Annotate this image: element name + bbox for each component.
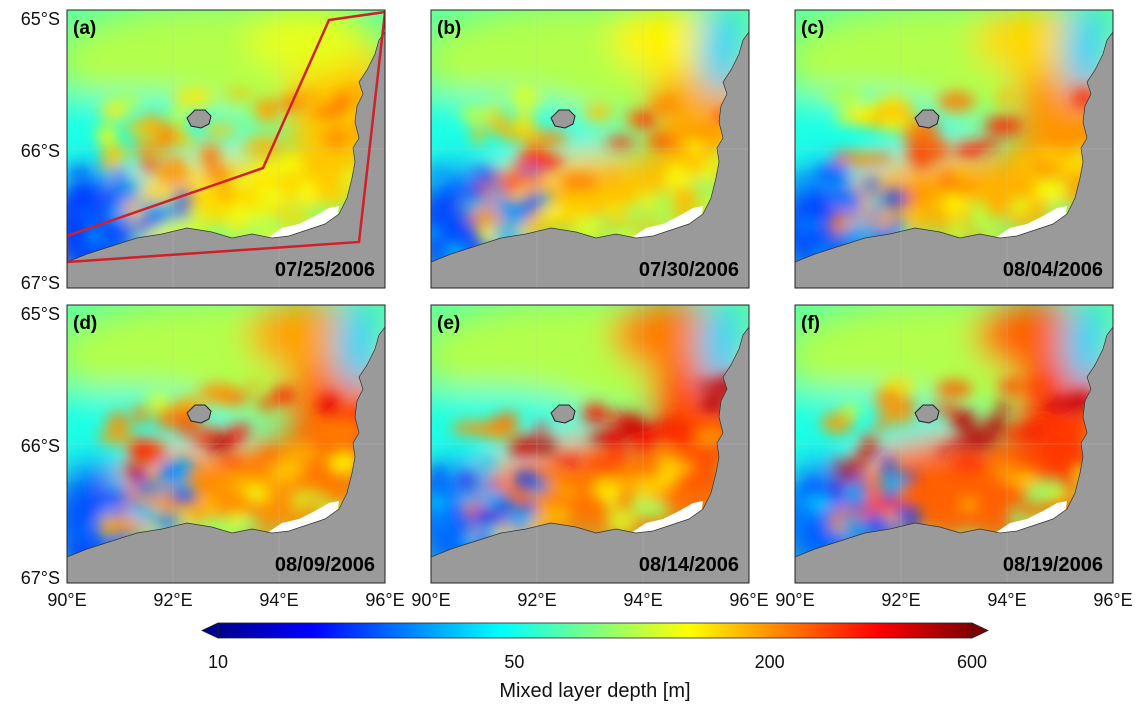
lon-tick-label: 96°E xyxy=(729,590,768,610)
ice-shelf xyxy=(267,501,339,533)
analysis-region-outline xyxy=(67,10,385,264)
map-panel-b: (b) 07/30/2006 xyxy=(430,9,750,289)
panel-date: 08/14/2006 xyxy=(639,554,739,576)
panel-date: 08/04/2006 xyxy=(1003,259,1103,281)
colorbar-max-arrow xyxy=(971,622,989,639)
lat-tick-label: 65°S xyxy=(21,9,60,29)
colorbar-tick-label: 10 xyxy=(208,652,228,672)
panel-letter: (d) xyxy=(73,313,97,334)
ice-shelf xyxy=(995,501,1067,533)
lon-tick-label: 94°E xyxy=(987,590,1026,610)
panel-date: 08/09/2006 xyxy=(275,554,375,576)
island xyxy=(186,404,212,424)
panel-letter: (e) xyxy=(437,313,460,334)
lon-tick-label: 96°E xyxy=(365,590,404,610)
colorbar-label: Mixed layer depth [m] xyxy=(499,680,690,702)
island xyxy=(186,109,212,129)
lat-tick-label: 66°S xyxy=(21,141,60,161)
ice-shelf xyxy=(631,206,703,238)
panel-date: 07/30/2006 xyxy=(639,259,739,281)
lon-tick-label: 92°E xyxy=(881,590,920,610)
ice-shelf xyxy=(631,501,703,533)
lon-tick-label: 90°E xyxy=(47,590,86,610)
map-panel-e: (e) 08/14/2006 xyxy=(430,304,750,584)
colorbar-tick-label: 600 xyxy=(957,652,987,672)
colorbar: 10 50 200 600 Mixed layer depth [m] xyxy=(201,622,989,702)
map-panel-f: (f) 08/19/2006 xyxy=(794,304,1114,584)
colorbar-tick-label: 200 xyxy=(755,652,785,672)
lat-tick-label: 65°S xyxy=(21,304,60,324)
island xyxy=(550,404,576,424)
ice-shelf xyxy=(995,206,1067,238)
lat-tick-label: 67°S xyxy=(21,568,60,588)
panel-letter: (f) xyxy=(801,313,820,334)
ice-shelf xyxy=(267,206,339,238)
map-panel-a: (a) 07/25/2006 xyxy=(66,9,386,289)
colorbar-min-arrow xyxy=(201,622,219,639)
lon-tick-label: 96°E xyxy=(1093,590,1132,610)
lat-tick-label: 66°S xyxy=(21,436,60,456)
map-panels: (a)07/25/2006(b)07/30/2006(c)08/04/2006(… xyxy=(66,9,1114,584)
island xyxy=(914,404,940,424)
lat-tick-label: 67°S xyxy=(21,273,60,293)
panel-letter: (a) xyxy=(73,18,96,39)
land-mass xyxy=(67,326,385,583)
panel-date: 08/19/2006 xyxy=(1003,554,1103,576)
land-mass xyxy=(795,31,1113,288)
colorbar-tick-label: 50 xyxy=(504,652,524,672)
panel-letter: (c) xyxy=(801,18,824,39)
lon-tick-label: 92°E xyxy=(517,590,556,610)
lon-tick-label: 94°E xyxy=(259,590,298,610)
lon-tick-label: 94°E xyxy=(623,590,662,610)
map-panel-d: (d) 08/09/2006 xyxy=(66,304,386,584)
panel-date: 07/25/2006 xyxy=(275,259,375,281)
lon-tick-label: 90°E xyxy=(411,590,450,610)
map-panel-c: (c) 08/04/2006 xyxy=(794,9,1114,289)
land-mass xyxy=(431,31,749,288)
axes: 65°S66°S67°S65°S66°S67°S90°E 92°E 94°E 96°E… xyxy=(21,9,1133,610)
lon-tick-label: 92°E xyxy=(153,590,192,610)
panel-letter: (b) xyxy=(437,18,461,39)
lon-tick-label: 90°E xyxy=(775,590,814,610)
island xyxy=(550,109,576,129)
island xyxy=(914,109,940,129)
colorbar-bar xyxy=(217,622,973,639)
land-mass xyxy=(67,31,385,288)
land-mass xyxy=(431,326,749,583)
land-mass xyxy=(795,326,1113,583)
